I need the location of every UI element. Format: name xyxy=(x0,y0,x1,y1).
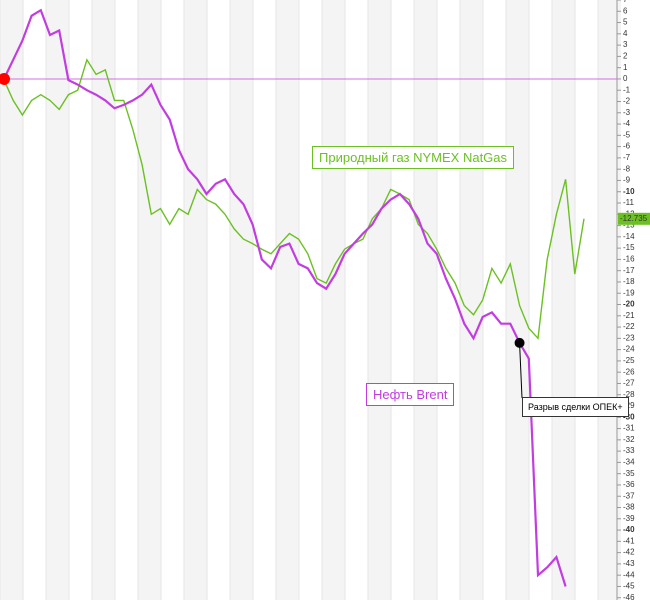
current-tag xyxy=(618,212,650,225)
y-tick-label: -19 xyxy=(623,288,635,297)
y-tick-label: -25 xyxy=(623,356,635,365)
y-tick-label: -41 xyxy=(623,536,635,545)
y-tick-label: -15 xyxy=(623,243,635,252)
y-tick-label: -4 xyxy=(623,119,631,128)
y-tick-label: 1 xyxy=(623,63,628,72)
opec-annotation: Разрыв сделки ОПЕК+ xyxy=(522,397,629,417)
start-dot xyxy=(0,72,10,85)
stripe xyxy=(184,0,207,600)
y-tick-label: 2 xyxy=(623,52,628,61)
stripe xyxy=(552,0,575,600)
series-line xyxy=(3,8,567,587)
y-tick-label: -45 xyxy=(623,582,635,591)
y-tick-label: -46 xyxy=(623,593,635,600)
y-tick-label: -38 xyxy=(623,503,635,512)
stripe xyxy=(0,0,23,600)
y-tick-label: -17 xyxy=(623,266,635,275)
stripe xyxy=(506,0,529,600)
y-tick-label: -23 xyxy=(623,333,635,342)
stripe xyxy=(414,0,437,600)
y-tick-label: 3 xyxy=(623,40,628,49)
y-tick-label: -27 xyxy=(623,379,635,388)
stripe xyxy=(598,0,621,600)
series-line xyxy=(3,58,585,340)
y-tick-label: -31 xyxy=(623,424,635,433)
y-tick-label: -44 xyxy=(623,570,635,579)
y-tick-label: 6 xyxy=(623,6,628,15)
y-tick-label: -2 xyxy=(623,97,631,106)
stripe xyxy=(46,0,69,600)
stripe xyxy=(276,0,299,600)
y-tick-label: -3 xyxy=(623,108,631,117)
y-tick-label: -1 xyxy=(623,85,631,94)
y-tick-label: -36 xyxy=(623,480,635,489)
stripe xyxy=(460,0,483,600)
y-tick-label: -13 xyxy=(623,221,635,230)
stripe xyxy=(230,0,253,600)
stripe xyxy=(322,0,345,600)
y-tick-label: 7 xyxy=(623,0,628,4)
y-tick-label: -10 xyxy=(623,187,635,196)
y-tick-label: -9 xyxy=(623,176,631,185)
y-tick-label: -42 xyxy=(623,548,635,557)
y-tick-label: -20 xyxy=(623,300,635,309)
stripe xyxy=(368,0,391,600)
y-tick-label: -32 xyxy=(623,435,635,444)
y-tick-label: -14 xyxy=(623,232,635,241)
brent-annotation: Нефть Brent xyxy=(366,383,455,406)
y-tick-label: -22 xyxy=(623,322,635,331)
y-tick-label: -30 xyxy=(623,412,635,421)
y-tick-label: -24 xyxy=(623,345,635,354)
y-tick-label: 5 xyxy=(623,18,628,27)
y-tick-label: -7 xyxy=(623,153,631,162)
y-tick-label: -26 xyxy=(623,367,635,376)
y-tick-label: -6 xyxy=(623,142,631,151)
y-tick-label: -34 xyxy=(623,458,635,467)
y-tick-label: -21 xyxy=(623,311,635,320)
stripe xyxy=(92,0,115,600)
y-tick-label: -43 xyxy=(623,559,635,568)
stripe xyxy=(138,0,161,600)
y-tick-label: -35 xyxy=(623,469,635,478)
current-label: -12.735 xyxy=(620,214,648,223)
y-tick-label: -37 xyxy=(623,491,635,500)
y-tick-label: -33 xyxy=(623,446,635,455)
y-tick-label: 0 xyxy=(623,74,628,83)
natgas-annotation: Природный газ NYMEX NatGas xyxy=(312,146,515,169)
y-tick-label: -40 xyxy=(623,525,635,534)
y-tick-label: -8 xyxy=(623,164,631,173)
y-tick-label: 4 xyxy=(623,29,628,38)
y-tick-label: -29 xyxy=(623,401,635,410)
y-tick-label: -39 xyxy=(623,514,635,523)
y-tick-label: -18 xyxy=(623,277,635,286)
y-tick-label: -16 xyxy=(623,255,635,264)
y-tick-label: -11 xyxy=(623,198,635,207)
event-pointer xyxy=(519,342,523,399)
y-tick-label: -28 xyxy=(623,390,635,399)
y-tick-label: -5 xyxy=(623,130,631,139)
